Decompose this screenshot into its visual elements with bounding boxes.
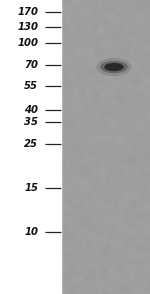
Text: 100: 100 — [17, 38, 38, 48]
Text: 40: 40 — [24, 105, 38, 115]
Ellipse shape — [96, 58, 132, 76]
Text: 170: 170 — [17, 7, 38, 17]
Text: 25: 25 — [24, 139, 38, 149]
Text: 130: 130 — [17, 22, 38, 32]
Text: 70: 70 — [24, 60, 38, 70]
Ellipse shape — [100, 61, 128, 73]
Bar — [62, 0, 150, 294]
Text: 15: 15 — [24, 183, 38, 193]
Text: 55: 55 — [24, 81, 38, 91]
Ellipse shape — [104, 63, 124, 71]
Text: 10: 10 — [24, 227, 38, 237]
Text: 35: 35 — [24, 117, 38, 127]
